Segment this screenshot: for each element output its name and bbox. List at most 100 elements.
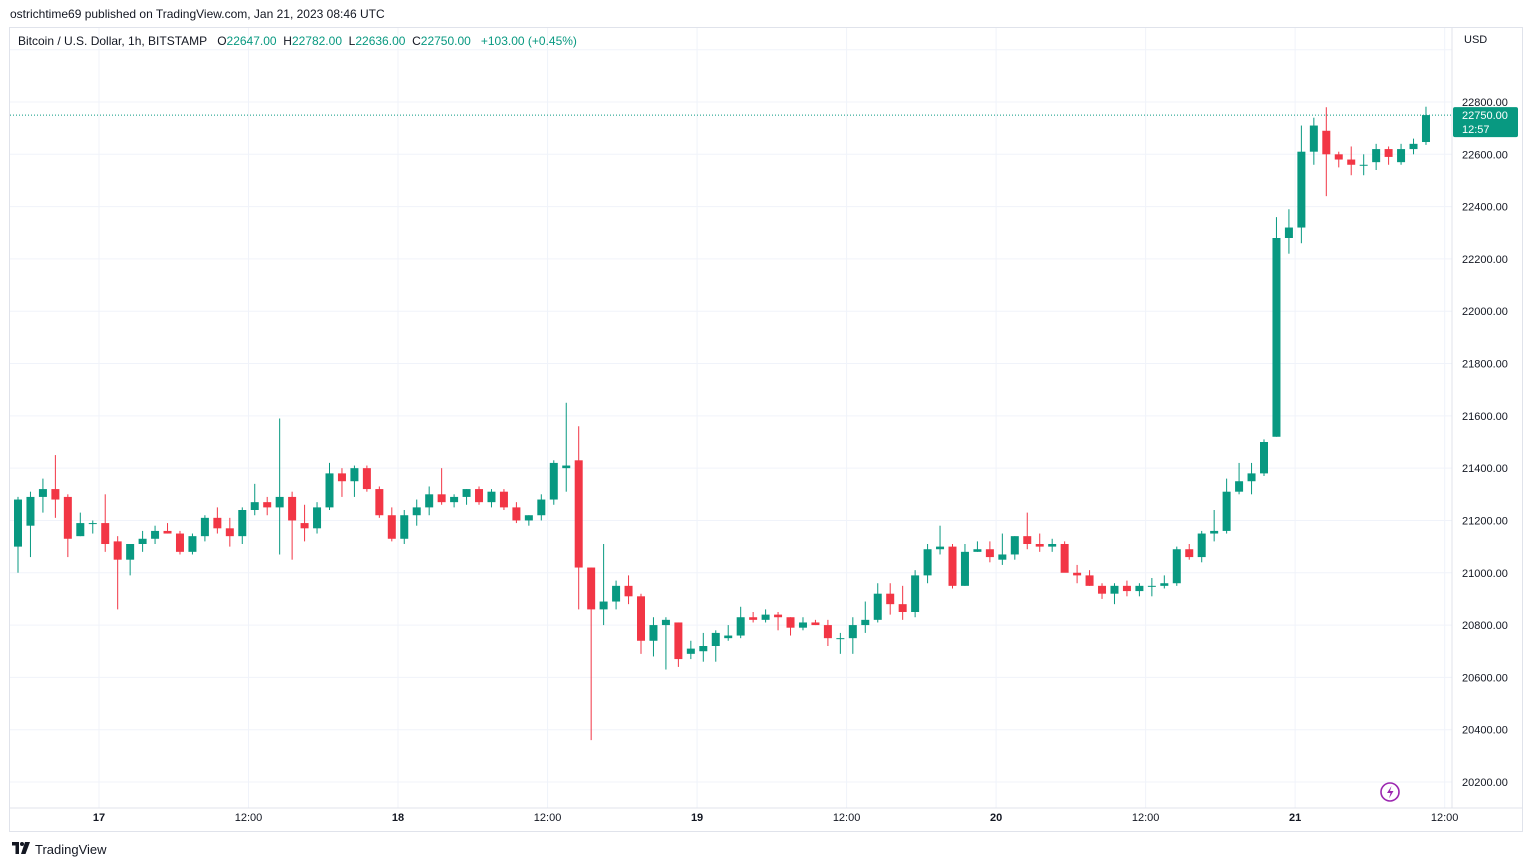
last-price-tag: 22750.00 12:57 xyxy=(1453,107,1518,138)
candle-body xyxy=(200,517,209,537)
candle xyxy=(848,617,857,654)
candle-body xyxy=(1010,536,1019,555)
candle xyxy=(362,465,371,492)
candle xyxy=(1172,546,1181,586)
candle-body xyxy=(1347,159,1356,165)
candle xyxy=(1185,544,1194,560)
candle xyxy=(798,617,807,631)
time-axis[interactable]: 17 12:00 18 12:00 19 12:00 20 12:00 21 12:00 xyxy=(10,807,1522,824)
candle xyxy=(487,489,496,508)
candle-body xyxy=(337,473,346,482)
candle-body xyxy=(960,551,969,586)
candle xyxy=(1409,138,1418,155)
candle xyxy=(686,640,695,660)
lightning-icon[interactable] xyxy=(1380,782,1400,802)
x-tick-label: 19 xyxy=(691,812,703,824)
candle-body xyxy=(487,491,496,503)
candle-body xyxy=(985,549,994,558)
candle-body xyxy=(475,489,484,503)
candle-body xyxy=(76,523,85,537)
tradingview-footer[interactable]: TradingView xyxy=(12,841,107,857)
candle xyxy=(549,460,558,505)
candle xyxy=(661,617,670,670)
candle-body xyxy=(599,601,608,610)
tradingview-logo-icon xyxy=(12,841,30,857)
candle xyxy=(1421,106,1430,145)
candle-body xyxy=(637,596,645,641)
last-price-value: 22750.00 xyxy=(1462,110,1508,122)
y-tick-label: 21200.00 xyxy=(1462,515,1508,527)
candle xyxy=(1247,462,1256,495)
chart-frame[interactable] xyxy=(9,27,1523,832)
candle xyxy=(1210,510,1219,542)
candle xyxy=(1110,583,1119,605)
candle xyxy=(1160,575,1169,589)
candle-body xyxy=(51,489,60,500)
low-value: 22636.00 xyxy=(355,34,406,48)
candle xyxy=(88,520,97,534)
candle-body xyxy=(437,494,446,503)
candle xyxy=(1147,578,1156,597)
candle xyxy=(587,567,596,741)
currency-label[interactable]: USD xyxy=(1464,34,1488,46)
candle xyxy=(1272,217,1281,437)
candle-body xyxy=(1023,536,1032,544)
y-tick-label: 20800.00 xyxy=(1462,620,1508,632)
candle xyxy=(649,617,658,657)
candle-body xyxy=(1409,143,1418,150)
open-value: 22647.00 xyxy=(226,34,277,48)
candle-body xyxy=(1185,549,1194,558)
x-tick-label: 12:00 xyxy=(1132,812,1160,824)
candle-body xyxy=(1048,544,1057,547)
candle-body xyxy=(1147,585,1156,587)
price-axis[interactable]: 22800.00 22600.00 22400.00 22200.00 22000.00… xyxy=(1451,28,1508,808)
candle xyxy=(238,507,247,544)
last-price-tag-bg xyxy=(1453,107,1518,138)
y-tick-label: 22800.00 xyxy=(1462,97,1508,109)
candle-body xyxy=(811,622,820,626)
candle xyxy=(624,575,633,605)
candle xyxy=(973,541,982,552)
y-tick-label: 21000.00 xyxy=(1462,568,1508,580)
candle xyxy=(1073,564,1082,584)
candle-body xyxy=(898,604,907,612)
candle xyxy=(1397,143,1406,165)
y-tick-label: 21400.00 xyxy=(1462,463,1508,475)
candle xyxy=(138,530,147,552)
candle xyxy=(126,544,135,576)
y-tick-label: 20200.00 xyxy=(1462,777,1508,789)
candle xyxy=(1384,146,1393,165)
candle-body xyxy=(126,544,135,560)
candle xyxy=(163,523,172,534)
candle xyxy=(637,593,645,654)
candle xyxy=(475,486,484,505)
candle-body xyxy=(549,462,558,500)
candle-body xyxy=(699,646,708,652)
candle-body xyxy=(1309,125,1318,152)
candle-body xyxy=(14,499,22,547)
candle xyxy=(387,507,396,542)
candle-body xyxy=(188,536,197,552)
candle xyxy=(524,515,533,526)
candle xyxy=(1359,154,1368,176)
candle xyxy=(1010,536,1019,560)
footer-brand: TradingView xyxy=(35,841,107,857)
candle-body xyxy=(238,510,247,537)
candle xyxy=(76,512,85,537)
close-key: C xyxy=(412,34,421,48)
candle xyxy=(213,507,222,534)
candle-body xyxy=(649,625,658,641)
y-tick-label: 21600.00 xyxy=(1462,411,1508,423)
candle xyxy=(911,570,920,618)
candle xyxy=(499,489,508,510)
candle xyxy=(761,609,770,623)
candle-body xyxy=(88,523,97,525)
candle-body xyxy=(1035,544,1044,547)
candle-body xyxy=(375,489,384,516)
candle-body xyxy=(412,507,421,516)
candle xyxy=(1334,151,1343,168)
close-value: 22750.00 xyxy=(420,34,471,48)
candle xyxy=(836,632,845,654)
candle xyxy=(936,525,945,555)
